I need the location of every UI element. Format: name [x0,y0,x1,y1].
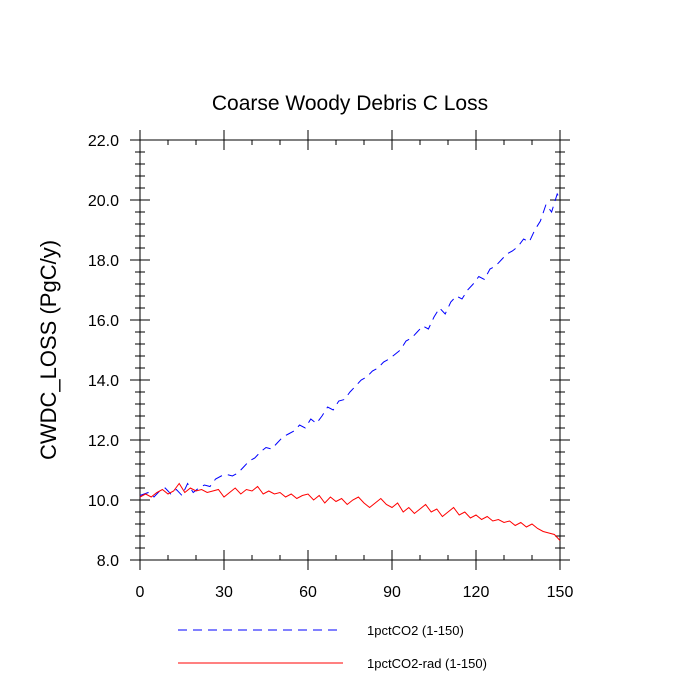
x-tick-label: 90 [383,584,401,601]
chart-title: Coarse Woody Debris C Loss [212,92,488,115]
legend: 1pctCO2 (1-150) 1pctCO2-rad (1-150) [178,623,487,671]
plot-frame [139,139,561,561]
y-tick-label: 20.0 [88,193,119,210]
x-tick-label: 0 [136,584,145,601]
y-tick-label: 18.0 [88,253,119,270]
x-tick-label: 150 [547,584,574,601]
axis-tick-labels: 0 30 60 90 120 150 8.0 10.0 12.0 14.0 16.0 18.0 20.0… [88,133,574,601]
y-tick-label: 10.0 [88,493,119,510]
y-tick-label: 8.0 [97,553,119,570]
axis-ticks [130,130,570,570]
legend-label-2: 1pctCO2-rad (1-150) [367,656,487,671]
legend-label-1: 1pctCO2 (1-150) [367,623,464,638]
series-line-1 [139,192,561,498]
y-tick-label: 22.0 [88,133,119,150]
y-tick-label: 14.0 [88,373,119,390]
series-line-2 [139,482,561,541]
x-tick-label: 60 [299,584,317,601]
y-axis-label: CWDC_LOSS (PgC/y) [36,240,61,460]
x-tick-label: 30 [215,584,233,601]
y-tick-label: 16.0 [88,313,119,330]
series-lines [139,192,561,541]
y-tick-label: 12.0 [88,433,119,450]
x-tick-label: 120 [463,584,490,601]
